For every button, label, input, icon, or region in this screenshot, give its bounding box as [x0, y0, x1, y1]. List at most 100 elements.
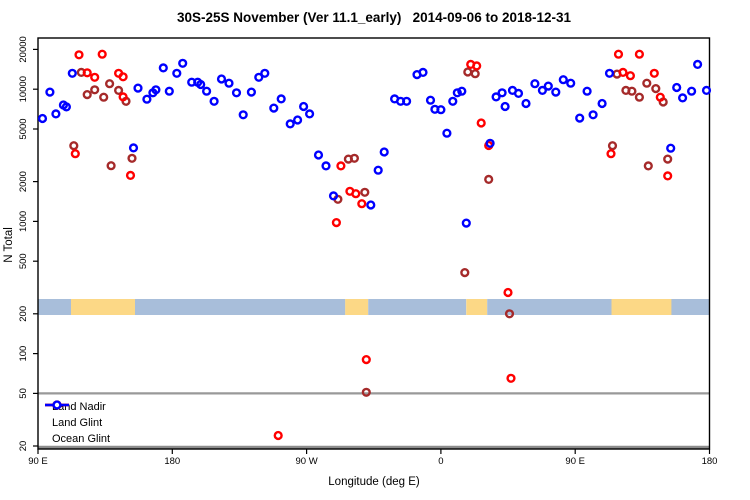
- data-point-land-nadir: [607, 141, 618, 151]
- data-point-ocean-glint: [164, 86, 174, 96]
- data-point-land-nadir: [470, 69, 480, 79]
- data-point-ocean-glint: [521, 98, 531, 109]
- data-point-land-glint: [74, 50, 84, 60]
- data-point-ocean-glint: [672, 82, 682, 93]
- surface-band-segment-ocean: [671, 299, 710, 315]
- data-point-land-nadir: [504, 309, 515, 319]
- data-point-ocean-glint: [209, 96, 219, 106]
- data-point-ocean-glint: [366, 200, 376, 210]
- data-point-land-glint: [118, 72, 128, 82]
- x-tick-label: 180: [702, 456, 718, 467]
- data-point-ocean-glint: [566, 78, 576, 88]
- data-point-ocean-glint: [418, 67, 428, 78]
- data-point-ocean-glint: [491, 92, 501, 102]
- data-point-ocean-glint: [61, 102, 72, 112]
- data-point-ocean-glint: [45, 87, 55, 97]
- data-point-ocean-glint: [142, 94, 152, 104]
- data-point-ocean-glint: [133, 83, 143, 93]
- data-point-land-glint: [472, 61, 482, 71]
- data-point-land-glint: [361, 355, 371, 365]
- surface-band-segment-land: [345, 299, 369, 315]
- data-point-ocean-glint: [285, 119, 295, 129]
- data-point-ocean-glint: [677, 93, 688, 103]
- surface-band-segment-ocean: [368, 299, 467, 315]
- data-point-ocean-glint: [452, 88, 462, 98]
- x-tick-label: 90 W: [296, 456, 318, 467]
- data-point-ocean-glint: [299, 101, 309, 112]
- surface-band-segment-land: [611, 299, 672, 315]
- y-axis-title: N Total: [3, 227, 15, 263]
- data-point-land-glint: [70, 149, 80, 159]
- data-point-ocean-glint: [269, 103, 279, 113]
- data-point-land-glint: [506, 373, 516, 383]
- data-point-ocean-glint: [582, 86, 592, 96]
- data-point-ocean-glint: [513, 88, 524, 99]
- x-tick-label: 90 E: [28, 456, 48, 467]
- data-point-ocean-glint: [588, 110, 598, 120]
- data-point-land-glint: [357, 199, 367, 209]
- data-point-ocean-glint: [37, 113, 48, 124]
- y-tick-label: 1000: [18, 211, 29, 232]
- ocean-glint-marker-icon: [45, 400, 69, 410]
- y-tick-label: 100: [18, 346, 29, 362]
- data-point-land-nadir: [642, 78, 652, 88]
- data-point-land-glint: [336, 161, 346, 171]
- legend-circle: [52, 400, 62, 410]
- plot-border: [37, 37, 711, 450]
- data-point-land-nadir: [360, 187, 370, 197]
- data-point-ocean-glint: [425, 95, 436, 105]
- data-point-land-glint: [351, 189, 361, 199]
- data-point-ocean-glint: [238, 110, 248, 120]
- data-point-ocean-glint: [530, 79, 540, 89]
- legend-label: Land Nadir: [52, 400, 106, 413]
- x-tick-label: 180: [164, 456, 180, 467]
- data-point-ocean-glint: [254, 72, 264, 82]
- data-point-land-nadir: [113, 85, 124, 96]
- data-point-ocean-glint: [604, 68, 615, 78]
- data-point-land-nadir: [634, 92, 645, 102]
- data-point-land-glint: [663, 171, 673, 181]
- data-point-ocean-glint: [537, 85, 548, 96]
- y-tick-label: 5000: [18, 118, 29, 139]
- chart-title: 30S-25S November (Ver 11.1_early) 2014-0…: [177, 10, 571, 25]
- data-point-ocean-glint: [373, 165, 383, 175]
- y-tick-label: 50: [18, 388, 29, 399]
- data-point-ocean-glint: [246, 87, 257, 97]
- data-point-land-nadir: [90, 85, 100, 95]
- surface-band-segment-land: [466, 299, 488, 315]
- surface-band-segment-ocean: [135, 299, 346, 315]
- y-tick-label: 20: [18, 441, 29, 452]
- data-point-ocean-glint: [224, 78, 234, 88]
- data-point-land-nadir: [99, 92, 109, 102]
- data-point-ocean-glint: [67, 68, 77, 78]
- data-point-land-nadir: [627, 86, 637, 96]
- surface-band-segment-land: [71, 299, 135, 315]
- data-point-land-glint: [618, 67, 628, 78]
- data-point-ocean-glint: [442, 128, 452, 138]
- data-point-land-nadir: [349, 153, 360, 163]
- data-point-ocean-glint: [305, 109, 315, 119]
- data-point-ocean-glint: [485, 138, 495, 148]
- data-point-land-nadir: [69, 141, 79, 151]
- data-point-ocean-glint: [293, 115, 303, 125]
- data-point-ocean-glint: [436, 105, 446, 115]
- data-point-land-glint: [655, 92, 665, 102]
- data-point-ocean-glint: [196, 79, 206, 90]
- data-point-ocean-glint: [497, 88, 507, 98]
- legend-item-ocean-glint: Ocean Glint: [44, 400, 110, 446]
- data-point-ocean-glint: [402, 96, 412, 106]
- data-point-land-glint: [90, 72, 100, 82]
- data-point-ocean-glint: [202, 86, 212, 96]
- data-point-land-glint: [331, 218, 342, 228]
- legend-label: Land Glint: [52, 416, 103, 429]
- y-tick-label: 10000: [18, 76, 29, 102]
- data-point-ocean-glint: [313, 150, 324, 160]
- data-point-land-glint: [82, 68, 92, 78]
- data-point-ocean-glint: [543, 81, 553, 91]
- data-point-land-nadir: [106, 161, 116, 171]
- data-point-ocean-glint: [231, 88, 242, 98]
- data-point-ocean-glint: [597, 98, 607, 109]
- data-point-ocean-glint: [551, 87, 561, 97]
- data-point-ocean-glint: [686, 86, 697, 96]
- legend: Land Nadir Land Glint Ocean Glint: [44, 399, 110, 446]
